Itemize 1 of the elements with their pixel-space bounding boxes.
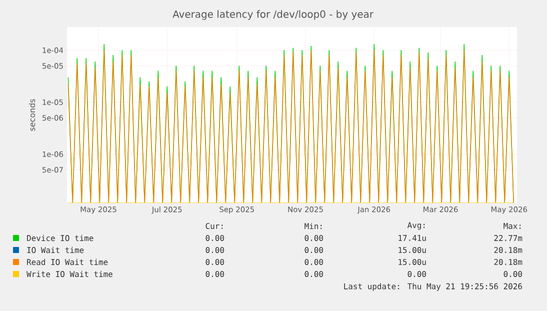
chart-title: Average latency for /dev/loop0 - by year — [172, 10, 374, 20]
